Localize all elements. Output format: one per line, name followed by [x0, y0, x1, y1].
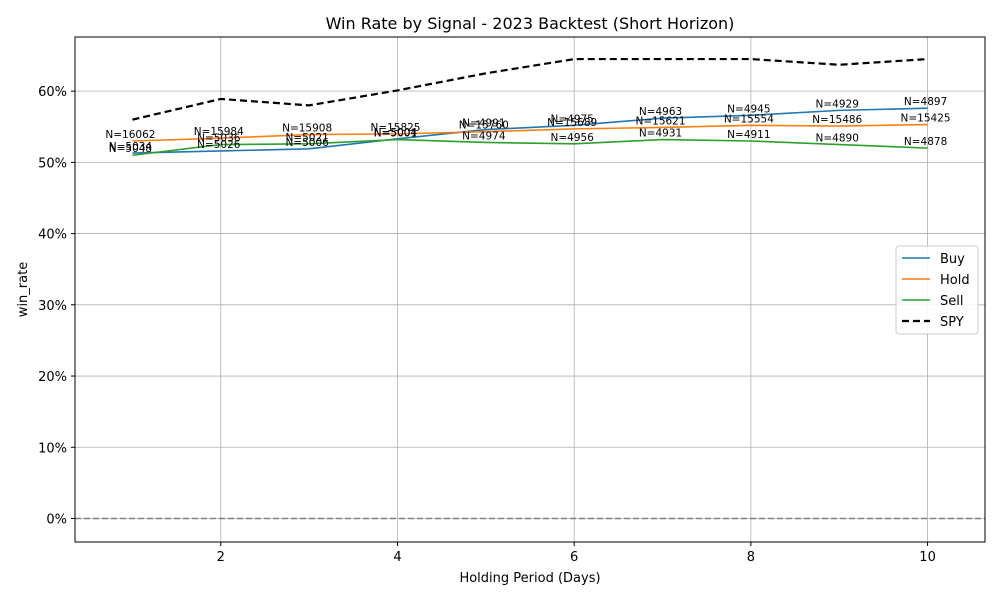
- y-tick-label: 40%: [38, 228, 67, 243]
- count-label-hold: N=15621: [635, 115, 685, 127]
- series-line-buy: [132, 107, 928, 154]
- count-label-hold: N=15689: [547, 117, 597, 129]
- count-label-buy: N=5034: [109, 141, 153, 153]
- y-tick-label: 30%: [38, 299, 67, 314]
- x-tick-label: 10: [919, 550, 936, 565]
- count-label-sell: N=4911: [727, 129, 770, 141]
- y-tick-label: 0%: [46, 512, 67, 527]
- x-tick-label: 8: [747, 550, 755, 565]
- y-tick-label: 20%: [38, 370, 67, 385]
- chart-title: Win Rate by Signal - 2023 Backtest (Shor…: [326, 14, 735, 33]
- count-label-buy: N=4991: [462, 118, 505, 130]
- plot-frame: [74, 36, 986, 543]
- series-layer: [75, 57, 985, 520]
- count-label-hold: N=15760: [459, 120, 509, 132]
- count-label-sell: N=5001: [374, 128, 417, 140]
- y-tick-label: 50%: [38, 156, 67, 171]
- count-label-buy: N=4929: [816, 98, 859, 110]
- count-label-buy: N=4945: [727, 103, 770, 115]
- count-label-hold: N=15825: [370, 122, 420, 134]
- count-label-buy: N=4897: [904, 96, 947, 108]
- axis-ticks: 2 4 6 8 10 0% 10% 20% 30% 40% 50% 60%: [38, 85, 936, 565]
- count-label-sell: N=4890: [816, 133, 859, 145]
- x-tick-label: 4: [393, 550, 401, 565]
- legend-label-buy: Buy: [940, 252, 965, 267]
- count-label-hold: N=15984: [194, 126, 244, 138]
- series-line-hold: [132, 123, 928, 142]
- count-label-hold: N=15425: [901, 113, 951, 125]
- count-label-buy: N=5006: [285, 137, 329, 149]
- count-label-sell: N=5036: [197, 133, 241, 145]
- count-label-sell: N=5048: [109, 143, 152, 155]
- count-label-buy: N=4963: [639, 106, 682, 118]
- x-tick-label: 6: [570, 550, 578, 565]
- y-tick-label: 10%: [38, 441, 67, 456]
- count-label-sell: N=4878: [904, 136, 947, 148]
- x-tick-label: 2: [217, 550, 225, 565]
- count-label-hold: N=16062: [105, 129, 155, 141]
- count-label-sell: N=4956: [550, 132, 594, 144]
- legend-box: [895, 245, 979, 335]
- count-label-buy: N=5004: [374, 127, 418, 139]
- series-line-spy: [132, 57, 928, 121]
- count-label-sell: N=4974: [462, 130, 506, 142]
- y-tick-label: 60%: [38, 85, 67, 100]
- count-label-hold: N=15554: [724, 113, 774, 125]
- count-label-hold: N=15908: [282, 123, 332, 135]
- count-label-hold: N=15486: [812, 114, 862, 126]
- series-line-sell: [132, 138, 928, 157]
- count-labels: N=5034 N=5026 N=5006 N=5004 N=4991 N=4975 N=49…: [105, 96, 950, 155]
- x-axis-label: Holding Period (Days): [459, 571, 600, 586]
- count-label-buy: N=5026: [197, 139, 241, 151]
- legend-label-sell: Sell: [940, 294, 963, 309]
- y-axis-label: win_rate: [16, 262, 31, 317]
- legend-label-hold: Hold: [940, 273, 970, 288]
- count-label-sell: N=4931: [639, 128, 682, 140]
- count-label-sell: N=5021: [285, 132, 328, 144]
- legend: Buy Hold Sell SPY: [895, 245, 979, 335]
- legend-label-spy: SPY: [940, 315, 964, 330]
- count-label-buy: N=4975: [550, 113, 593, 125]
